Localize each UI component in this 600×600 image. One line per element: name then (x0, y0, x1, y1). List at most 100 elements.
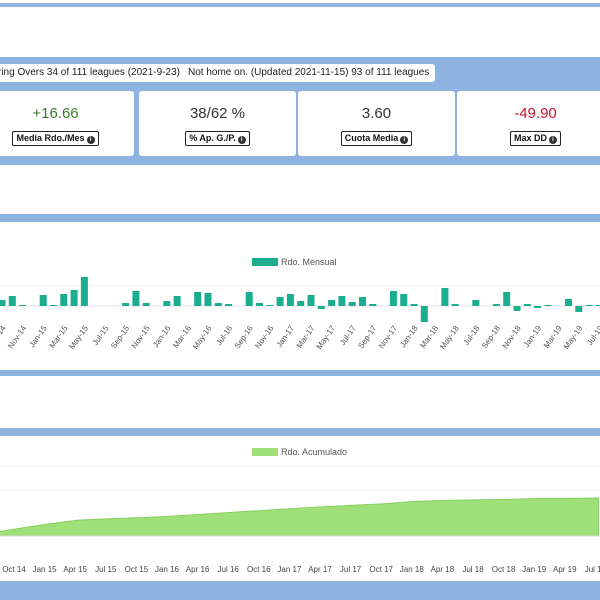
x-tick-label: Jan 19 (522, 565, 547, 574)
bar-May-17[interactable] (328, 300, 336, 306)
bar-Jul-18[interactable] (472, 300, 480, 306)
x-tick-label: Oct 14 (2, 565, 26, 574)
x-tick-label: Jul 15 (95, 565, 117, 574)
x-tick-label: Sep-18 (480, 324, 502, 351)
tab-not-home[interactable]: Not home on. (Updated 2021-11-15) 93 of … (182, 64, 436, 82)
x-tick-label: Jul 17 (340, 565, 362, 574)
info-icon[interactable]: i (400, 136, 409, 144)
bar-Sep-14[interactable] (0, 300, 6, 306)
bar-Jan-17[interactable] (286, 294, 294, 306)
x-tick-label: Nov-17 (377, 324, 399, 351)
x-tick-label: Jul 19 (585, 565, 600, 574)
stat-label[interactable]: Media Rdo./Mes i (12, 131, 99, 146)
x-tick-label: Jul-17 (338, 324, 358, 347)
x-tick-label: Apr 18 (431, 565, 455, 574)
x-tick-label: May-18 (438, 324, 461, 351)
bar-Oct-16[interactable] (256, 303, 263, 306)
stat-value: 38/62 % (189, 105, 246, 122)
bar-Jan-16[interactable] (163, 301, 171, 306)
x-tick-label: Jul-15 (91, 324, 111, 347)
bar-Feb-17[interactable] (297, 301, 305, 306)
stat-label[interactable]: % Ap. G./P. i (185, 131, 250, 146)
bar-Jun-19[interactable] (585, 305, 593, 306)
bar-Nov-16[interactable] (266, 305, 274, 306)
x-tick-label: Apr 15 (63, 565, 87, 574)
x-tick-label: Jan-16 (151, 324, 173, 350)
x-tick-label: Nov-14 (6, 324, 28, 351)
x-tick-label: Jan-18 (398, 324, 420, 350)
x-tick-label: May-17 (315, 324, 338, 351)
bar-Feb-19[interactable] (544, 305, 552, 306)
bar-Sep-17[interactable] (369, 304, 377, 306)
bar-May-19[interactable] (575, 306, 583, 312)
bar-Jun-16[interactable] (214, 303, 222, 306)
bar-Feb-18[interactable] (420, 306, 428, 322)
bar-Jul-16[interactable] (225, 304, 233, 306)
bar-Jan-15[interactable] (39, 295, 47, 306)
bar-Feb-15[interactable] (50, 305, 57, 306)
info-icon[interactable]: i (549, 136, 557, 144)
bar-Nov-18[interactable] (513, 306, 521, 311)
bar-Apr-19[interactable] (565, 299, 572, 306)
x-tick-label: Jul-18 (462, 324, 482, 347)
area-series-acumulado[interactable] (0, 497, 600, 537)
bar-Nov-14[interactable] (19, 305, 27, 306)
x-tick-label: Jan-15 (27, 324, 49, 350)
bar-Jan-18[interactable] (410, 304, 418, 306)
bar-Sep-15[interactable] (122, 303, 130, 306)
x-tick-label: Jan-19 (522, 324, 544, 350)
bar-Oct-14[interactable] (8, 296, 16, 306)
x-tick-label: Jul 18 (462, 565, 484, 574)
x-tick-label: Apr 19 (553, 565, 577, 574)
x-tick-label: Sep-16 (233, 324, 255, 351)
bar-Dec-18[interactable] (523, 304, 531, 306)
bar-Dec-17[interactable] (400, 294, 408, 306)
stat-card-aciertos: 38/62 % % Ap. G./P. i (139, 91, 296, 156)
x-tick-label: Nov-15 (130, 324, 152, 351)
x-tick-label: Sep-17 (356, 324, 378, 351)
cumulative-legend[interactable]: Rdo. Acumulado (252, 447, 347, 457)
legend-swatch (252, 258, 278, 266)
tab-overs[interactable]: ring Overs 34 of 111 leagues (2021-9-23) (0, 64, 186, 82)
bar-Feb-16[interactable] (173, 296, 181, 306)
x-tick-label: Apr 17 (308, 565, 332, 574)
x-tick-label: Jan 16 (155, 565, 180, 574)
bar-Jan-19[interactable] (534, 306, 542, 308)
bar-Apr-17[interactable] (317, 306, 325, 309)
bar-Oct-15[interactable] (132, 291, 140, 306)
bar-Mar-15[interactable] (60, 294, 68, 306)
bar-Aug-17[interactable] (359, 297, 366, 306)
bar-Dec-16[interactable] (276, 297, 284, 306)
monthly-legend[interactable]: Rdo. Mensual (252, 257, 337, 267)
cumulative-area-chart: Oct 14 Jan 15 Apr 15 Jul 15 Oct 15 Jan 16 Apr … (0, 465, 600, 574)
bar-Sep-16[interactable] (245, 292, 253, 306)
bar-Jul-17[interactable] (348, 302, 356, 306)
stat-value: +16.66 (32, 105, 79, 122)
stat-label[interactable]: Cuota Media i (340, 131, 413, 146)
bar-Nov-15[interactable] (142, 303, 150, 306)
bar-May-15[interactable] (80, 277, 88, 306)
x-tick-label: Apr 16 (186, 565, 210, 574)
bar-Jun-17[interactable] (338, 296, 346, 306)
x-tick-label: Oct 15 (125, 565, 149, 574)
bar-Apr-16[interactable] (194, 292, 202, 306)
bar-Nov-17[interactable] (389, 291, 397, 306)
bar-Mar-17[interactable] (307, 295, 315, 306)
info-icon[interactable]: i (86, 136, 95, 144)
x-tick-label: Jan 18 (400, 565, 425, 574)
bar-Apr-18[interactable] (441, 288, 449, 306)
bar-Sep-18[interactable] (492, 304, 500, 306)
bar-May-16[interactable] (204, 293, 212, 306)
bar-Oct-18[interactable] (503, 292, 511, 306)
bar-Jul-19[interactable] (595, 305, 600, 306)
bar-Apr-15[interactable] (70, 290, 78, 306)
x-tick-label: May-19 (562, 324, 585, 351)
stat-label[interactable]: Max DD i (509, 131, 561, 146)
info-icon[interactable]: i (237, 136, 246, 144)
x-tick-label: Oct 16 (247, 565, 271, 574)
bar-May-18[interactable] (451, 304, 459, 306)
monthly-chart-panel (0, 222, 600, 370)
x-tick-label: Oct 18 (492, 565, 516, 574)
x-tick-label: Jul-19 (585, 324, 600, 347)
